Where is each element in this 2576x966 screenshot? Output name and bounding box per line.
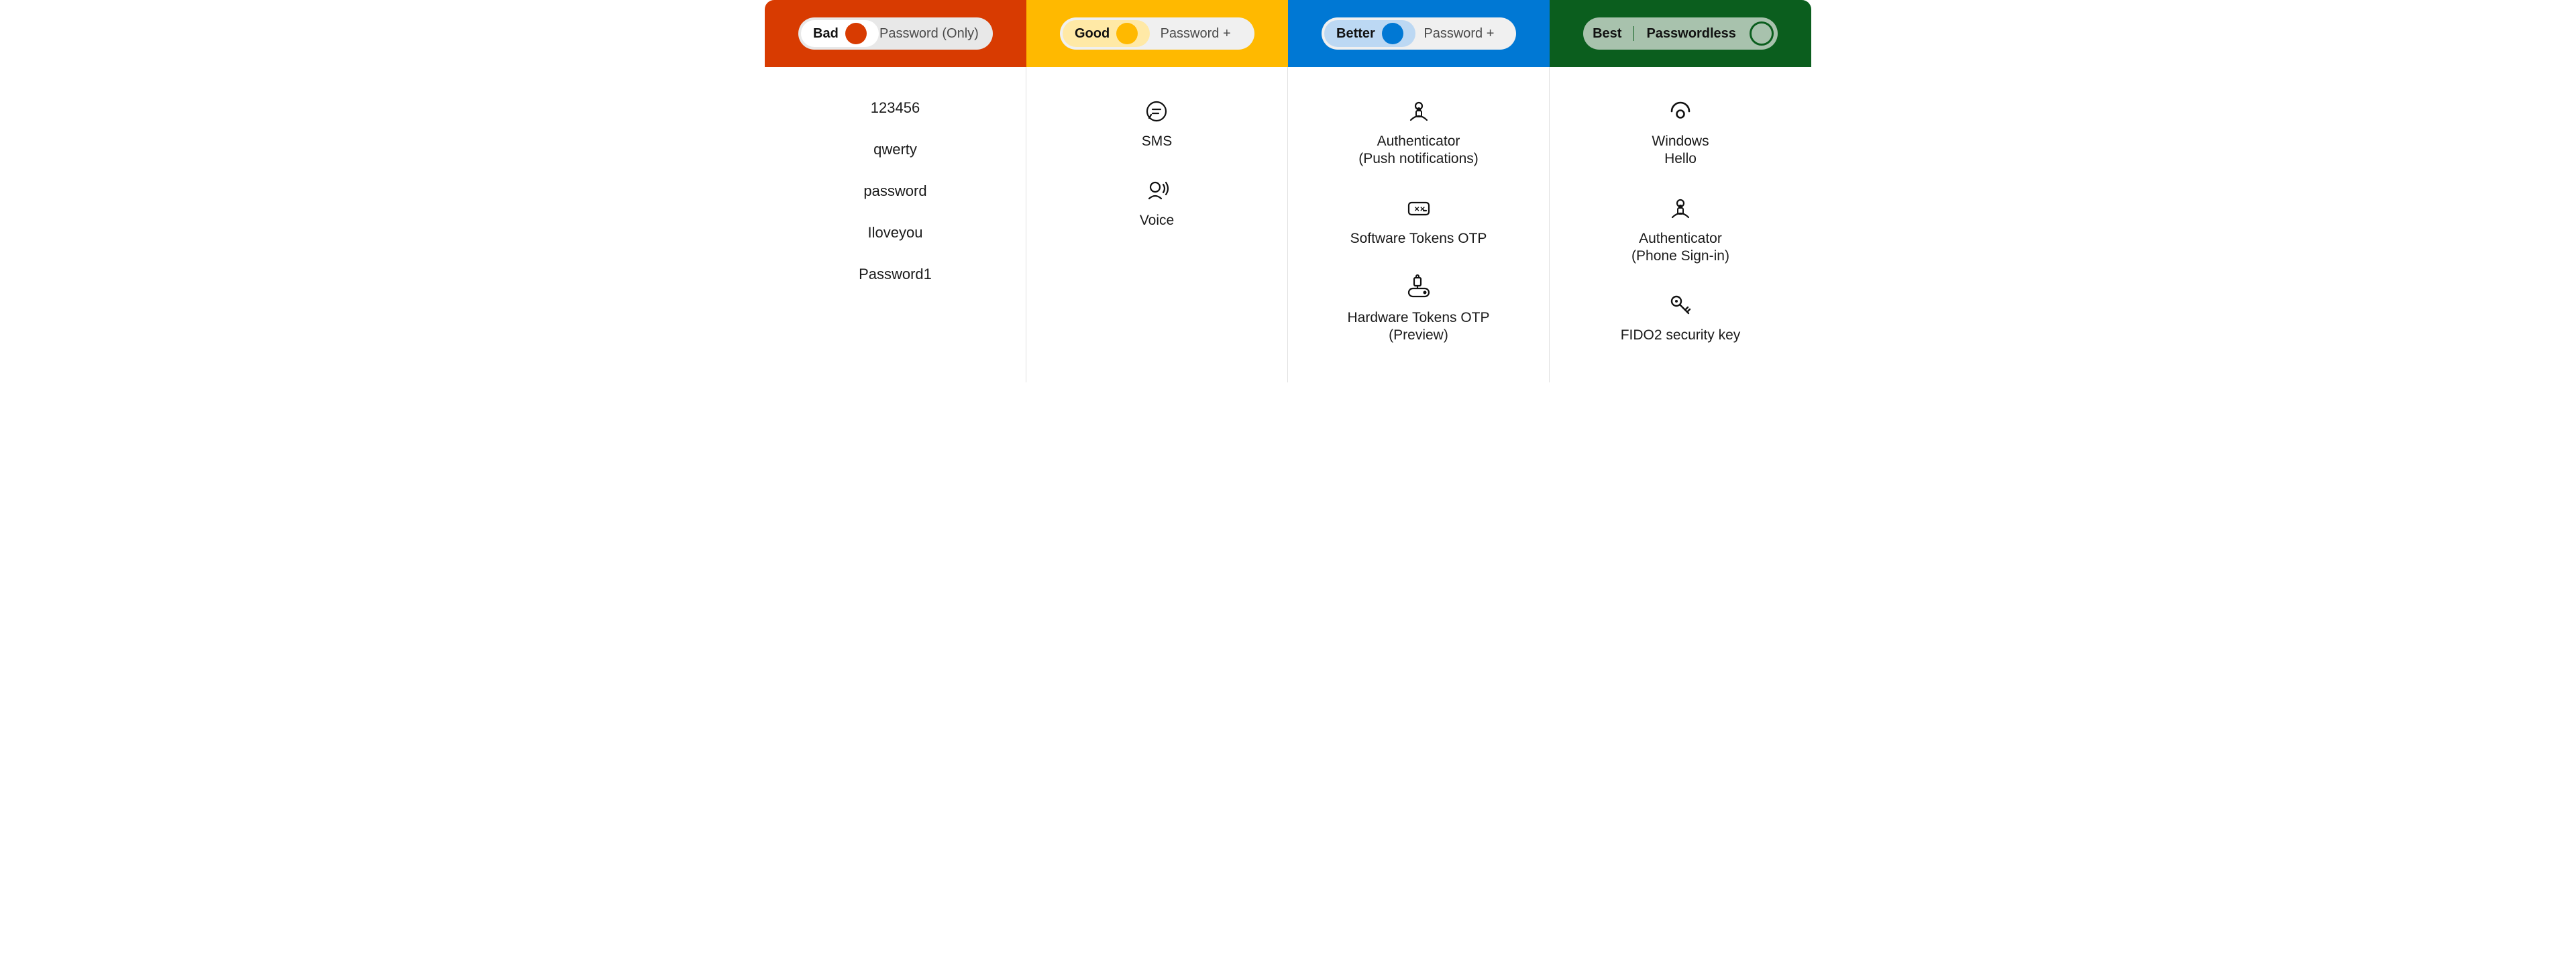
password-example: password [863, 182, 926, 200]
auth-method-otp-hard: Hardware Tokens OTP(Preview) [1347, 273, 1489, 345]
auth-method-sms: SMS [1142, 97, 1173, 150]
method-label: Authenticator [1377, 133, 1460, 150]
best-label-b: Passwordless [1646, 26, 1735, 42]
dot-better [1382, 23, 1403, 44]
authenticator-icon [1666, 194, 1695, 223]
method-label: Software Tokens OTP [1350, 230, 1487, 248]
auth-method-authenticator: Authenticator(Push notifications) [1358, 97, 1479, 168]
method-label: Hardware Tokens OTP [1347, 309, 1489, 327]
auth-method-authenticator: Authenticator(Phone Sign-in) [1631, 194, 1729, 266]
method-sublabel: (Phone Sign-in) [1631, 248, 1729, 265]
method-sublabel: Hello [1664, 150, 1697, 168]
best-separator [1633, 26, 1634, 41]
sub-label-bad: Password (Only) [879, 26, 989, 42]
badge-better-label: Better [1336, 26, 1375, 42]
method-sublabel: (Preview) [1389, 327, 1448, 344]
security-tiers-infographic: Bad Password (Only) Good Password + Bett… [765, 0, 1811, 382]
password-example: Password1 [859, 266, 932, 283]
dot-best [1750, 21, 1774, 46]
password-example: Iloveyou [868, 224, 923, 241]
method-label: Voice [1140, 212, 1174, 229]
header-better: Better Password + [1288, 0, 1550, 67]
header-good: Good Password + [1026, 0, 1288, 67]
header-row: Bad Password (Only) Good Password + Bett… [765, 0, 1811, 67]
otp-hard-icon [1404, 273, 1434, 303]
best-label-a: Best [1593, 26, 1621, 42]
method-label: Authenticator [1639, 230, 1722, 248]
password-example: 123456 [871, 99, 920, 117]
otp-soft-icon [1404, 194, 1434, 223]
pill-bad: Bad Password (Only) [798, 17, 993, 50]
password-example: qwerty [873, 141, 917, 158]
badge-good: Good [1063, 20, 1150, 47]
header-best: Best Passwordless [1550, 0, 1811, 67]
badge-bad-label: Bad [813, 26, 839, 42]
column-bad: 123456 qwerty password Iloveyou Password1 [765, 67, 1026, 382]
voice-icon [1142, 176, 1172, 205]
method-label: Windows [1652, 133, 1709, 150]
authenticator-icon [1404, 97, 1434, 126]
badge-good-label: Good [1075, 26, 1110, 42]
auth-method-voice: Voice [1140, 176, 1174, 229]
sms-icon [1142, 97, 1171, 126]
method-label: SMS [1142, 133, 1173, 150]
method-sublabel: (Push notifications) [1358, 150, 1479, 168]
pill-good: Good Password + [1060, 17, 1254, 50]
badge-better: Better [1324, 20, 1415, 47]
sub-label-better: Password + [1415, 26, 1512, 42]
body-row: 123456 qwerty password Iloveyou Password1 SM… [765, 67, 1811, 382]
dot-bad [845, 23, 867, 44]
fido-icon [1666, 290, 1695, 320]
column-good: SMS Voice [1026, 67, 1288, 382]
badge-bad: Bad [801, 20, 879, 47]
sub-label-good: Password + [1150, 26, 1250, 42]
dot-good [1116, 23, 1138, 44]
hello-icon [1666, 97, 1695, 126]
auth-method-hello: WindowsHello [1652, 97, 1709, 168]
pill-best: Best Passwordless [1583, 17, 1778, 50]
column-best: WindowsHello Authenticator(Phone Sign-in)… [1550, 67, 1811, 382]
column-better: Authenticator(Push notifications) Softwar… [1288, 67, 1550, 382]
header-bad: Bad Password (Only) [765, 0, 1026, 67]
method-label: FIDO2 security key [1621, 327, 1741, 344]
auth-method-otp-soft: Software Tokens OTP [1350, 194, 1487, 248]
pill-better: Better Password + [1322, 17, 1516, 50]
auth-method-fido: FIDO2 security key [1621, 290, 1741, 344]
